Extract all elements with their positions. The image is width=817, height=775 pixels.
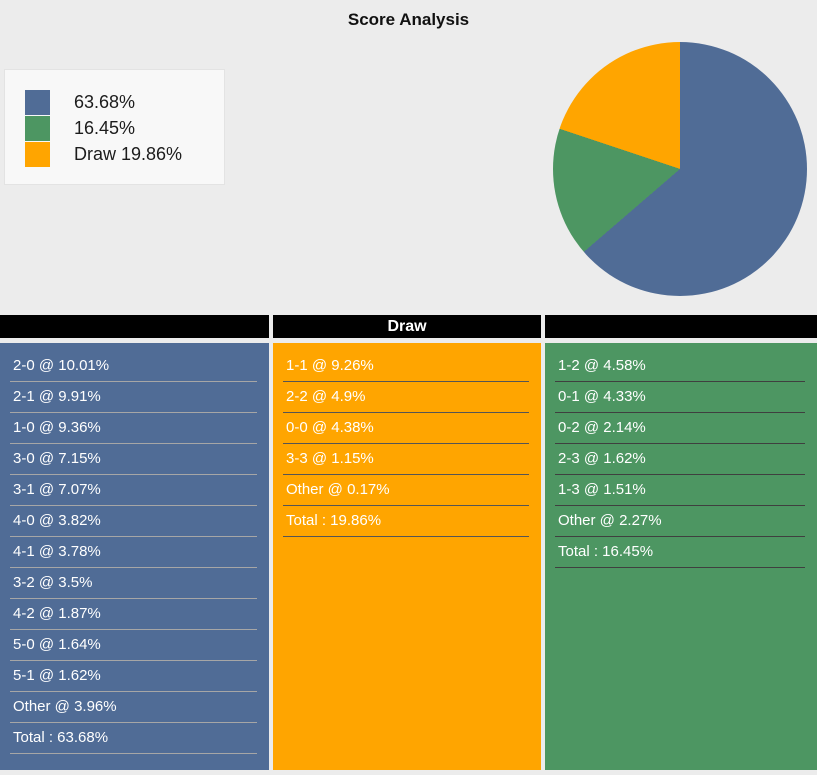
score-row: 4-2 @ 1.87%	[0, 599, 269, 630]
score-row: Total : 16.45%	[545, 537, 817, 568]
column-header: Draw	[273, 315, 541, 338]
legend-item: 16.45%	[25, 115, 224, 141]
column-header	[545, 315, 817, 338]
score-row: 2-2 @ 4.9%	[273, 382, 541, 413]
legend-label: 63.68%	[74, 91, 136, 112]
score-column: Draw 1-1 @ 9.26% 2-2 @ 4.9% 0-0 @ 4.38% …	[273, 315, 541, 770]
score-row: 1-3 @ 1.51%	[545, 475, 817, 506]
score-row-text: 5-1 @ 1.62%	[13, 667, 101, 684]
score-row-text: 2-3 @ 1.62%	[558, 450, 646, 467]
score-row-text: 3-0 @ 7.15%	[13, 450, 101, 467]
score-row-text: 4-1 @ 3.78%	[13, 543, 101, 560]
column-body: 1-1 @ 9.26% 2-2 @ 4.9% 0-0 @ 4.38% 3-3 @…	[273, 343, 541, 770]
score-row: Total : 19.86%	[273, 506, 541, 537]
column-body: 1-2 @ 4.58% 0-1 @ 4.33% 0-2 @ 2.14% 2-3 …	[545, 343, 817, 770]
score-row: 0-0 @ 4.38%	[273, 413, 541, 444]
page-title: Score Analysis	[347, 10, 470, 29]
score-row: Other @ 3.96%	[0, 692, 269, 723]
score-row-text: 3-3 @ 1.15%	[286, 450, 374, 467]
score-row-text: Other @ 2.27%	[558, 512, 662, 529]
legend-item: 63.68%	[25, 89, 224, 115]
score-row: Other @ 2.27%	[545, 506, 817, 537]
score-row: Total : 63.68%	[0, 723, 269, 754]
score-row-text: 4-0 @ 3.82%	[13, 512, 101, 529]
score-row: 2-3 @ 1.62%	[545, 444, 817, 475]
score-row-text: 1-1 @ 9.26%	[286, 357, 374, 374]
score-row: 3-0 @ 7.15%	[0, 444, 269, 475]
score-row-text: Other @ 3.96%	[13, 698, 117, 715]
score-row: 3-2 @ 3.5%	[0, 568, 269, 599]
legend-color-swatch	[25, 89, 50, 115]
pie-chart	[553, 42, 807, 296]
score-row: 5-0 @ 1.64%	[0, 630, 269, 661]
score-column: 2-0 @ 10.01% 2-1 @ 9.91% 1-0 @ 9.36% 3-0…	[0, 315, 269, 770]
score-tables: 2-0 @ 10.01% 2-1 @ 9.91% 1-0 @ 9.36% 3-0…	[0, 315, 817, 775]
legend-item: Draw 19.86%	[25, 141, 224, 167]
score-row: 4-1 @ 3.78%	[0, 537, 269, 568]
score-row: 1-2 @ 4.58%	[545, 351, 817, 382]
score-row-text: 3-1 @ 7.07%	[13, 481, 101, 498]
legend-color-swatch	[25, 141, 50, 167]
score-row: 2-0 @ 10.01%	[0, 351, 269, 382]
column-header	[0, 315, 269, 338]
score-row-text: 1-3 @ 1.51%	[558, 481, 646, 498]
score-row: 5-1 @ 1.62%	[0, 661, 269, 692]
column-body: 2-0 @ 10.01% 2-1 @ 9.91% 1-0 @ 9.36% 3-0…	[0, 343, 269, 770]
score-row-text: 1-2 @ 4.58%	[558, 357, 646, 374]
legend-label: Draw 19.86%	[74, 143, 183, 164]
score-row-text: 2-1 @ 9.91%	[13, 388, 101, 405]
score-row: 1-0 @ 9.36%	[0, 413, 269, 444]
score-row-text: 1-0 @ 9.36%	[13, 419, 101, 436]
score-column: 1-2 @ 4.58% 0-1 @ 4.33% 0-2 @ 2.14% 2-3 …	[545, 315, 817, 770]
score-row: 0-2 @ 2.14%	[545, 413, 817, 444]
score-row-text: 0-0 @ 4.38%	[286, 419, 374, 436]
legend-color-swatch	[25, 115, 50, 141]
score-row-text: Other @ 0.17%	[286, 481, 390, 498]
legend-label: 16.45%	[74, 117, 136, 138]
score-row-text: 2-2 @ 4.9%	[286, 388, 366, 405]
score-row: 2-1 @ 9.91%	[0, 382, 269, 413]
score-row-text: 5-0 @ 1.64%	[13, 636, 101, 653]
score-row: 3-1 @ 7.07%	[0, 475, 269, 506]
score-row-text: 4-2 @ 1.87%	[13, 605, 101, 622]
score-row-text: 3-2 @ 3.5%	[13, 574, 93, 591]
pie-legend: 63.68% 16.45% Draw 19.86%	[4, 69, 225, 185]
score-row-text: 0-2 @ 2.14%	[558, 419, 646, 436]
score-row-text: 2-0 @ 10.01%	[13, 357, 110, 374]
score-row: 3-3 @ 1.15%	[273, 444, 541, 475]
score-row-text: Total : 63.68%	[13, 729, 109, 746]
score-row: 4-0 @ 3.82%	[0, 506, 269, 537]
score-row-text: Total : 19.86%	[286, 512, 382, 529]
score-row: 0-1 @ 4.33%	[545, 382, 817, 413]
score-row: 1-1 @ 9.26%	[273, 351, 541, 382]
score-row-text: 0-1 @ 4.33%	[558, 388, 646, 405]
score-row: Other @ 0.17%	[273, 475, 541, 506]
score-row-text: Total : 16.45%	[558, 543, 654, 560]
